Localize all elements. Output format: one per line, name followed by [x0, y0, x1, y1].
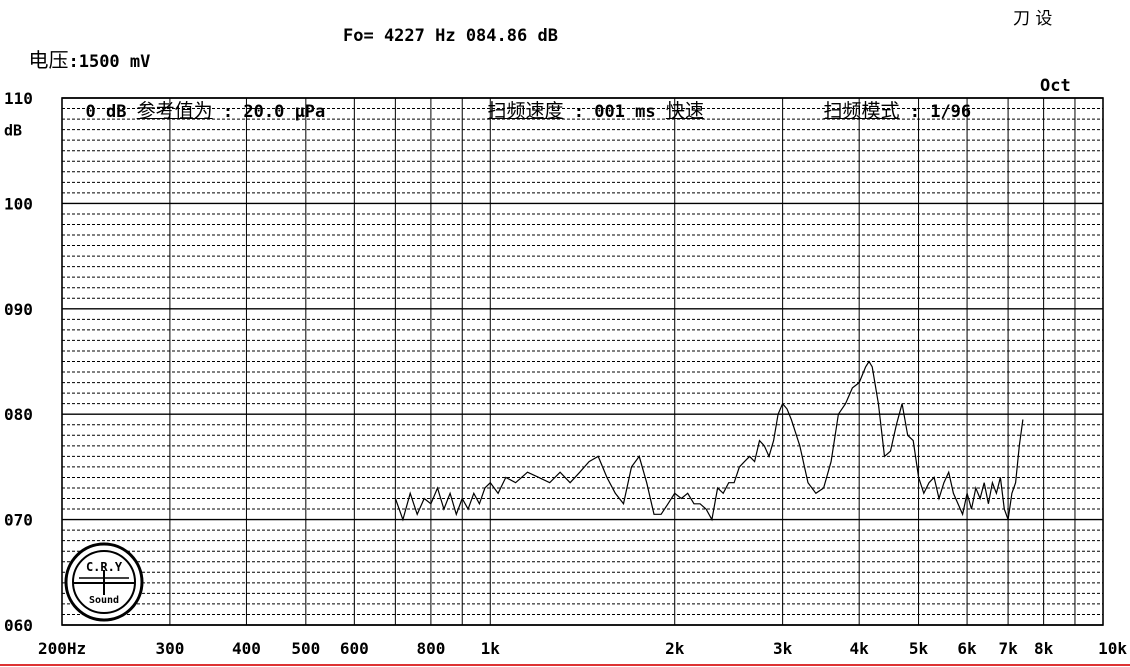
voltage-value: :1500 mV — [68, 52, 151, 72]
response-trace — [394, 360, 1024, 522]
y-unit-label: dB — [4, 122, 22, 140]
x-tick-label: 300 — [155, 639, 184, 658]
y-tick-label: 070 — [4, 511, 33, 530]
x-tick-label: 400 — [232, 639, 261, 658]
chart-labels: 110 100 090 080 070 060 dB 200Hz 300 400 500 600 800… — [4, 89, 1127, 658]
logo-top-text: C.R.Y — [86, 560, 123, 574]
x-tick-label: 8k — [1034, 639, 1054, 658]
bottom-rule — [0, 664, 1130, 666]
plot-frame — [61, 97, 1104, 626]
cry-sound-logo: C.R.Y Sound — [64, 542, 144, 622]
sweep-speed-label: 扫频速度 — [487, 100, 564, 122]
ref-value: : 20.0 μPa — [212, 102, 326, 122]
oct-label: Oct — [1040, 76, 1071, 96]
chart-grid — [61, 97, 1104, 626]
x-tick-label: 500 — [291, 639, 320, 658]
y-tick-label: 090 — [4, 300, 33, 319]
x-tick-label: 600 — [340, 639, 369, 658]
chart-traces — [394, 360, 1024, 522]
y-tick-label: 110 — [4, 89, 33, 108]
x-tick-label: 1k — [481, 639, 501, 658]
sweep-mode-value: : 1/96 — [899, 102, 972, 122]
x-tick-label: 3k — [773, 639, 793, 658]
x-tick-label: 10k — [1098, 639, 1127, 658]
y-tick-label: 060 — [4, 616, 33, 635]
x-tick-label: 6k — [957, 639, 977, 658]
x-tick-label: 2k — [665, 639, 685, 658]
y-tick-label: 100 — [4, 194, 33, 213]
ref-label: 参考值为 — [136, 100, 213, 122]
x-tick-label: 5k — [909, 639, 929, 658]
x-tick-label: 200Hz — [38, 639, 86, 658]
sweep-mode-label: 扫频模式 — [823, 100, 900, 122]
x-tick-label: 800 — [416, 639, 445, 658]
ref-prefix: 0 dB — [85, 102, 137, 122]
top-right-text: 刀 设 — [1013, 9, 1053, 29]
x-tick-label: 4k — [850, 639, 870, 658]
sweep-speed-mode: 快速 — [665, 100, 704, 122]
fo-readout: Fo= 4227 Hz 084.86 dB — [343, 26, 558, 46]
sweep-speed-line: 扫频速度 : 001 ms 快速 — [467, 76, 704, 123]
y-tick-label: 080 — [4, 405, 33, 424]
x-tick-label: 7k — [998, 639, 1018, 658]
voltage-label: 电压 — [28, 48, 69, 72]
sweep-mode-line: 扫频模式 : 1/96 — [803, 76, 971, 123]
reference-line: 0 dB 参考值为 : 20.0 μPa — [65, 76, 325, 123]
voltage-readout: 电压:1500 mV — [8, 24, 150, 73]
sweep-speed-value: : 001 ms — [563, 102, 666, 122]
logo-bottom-text: Sound — [89, 595, 119, 606]
